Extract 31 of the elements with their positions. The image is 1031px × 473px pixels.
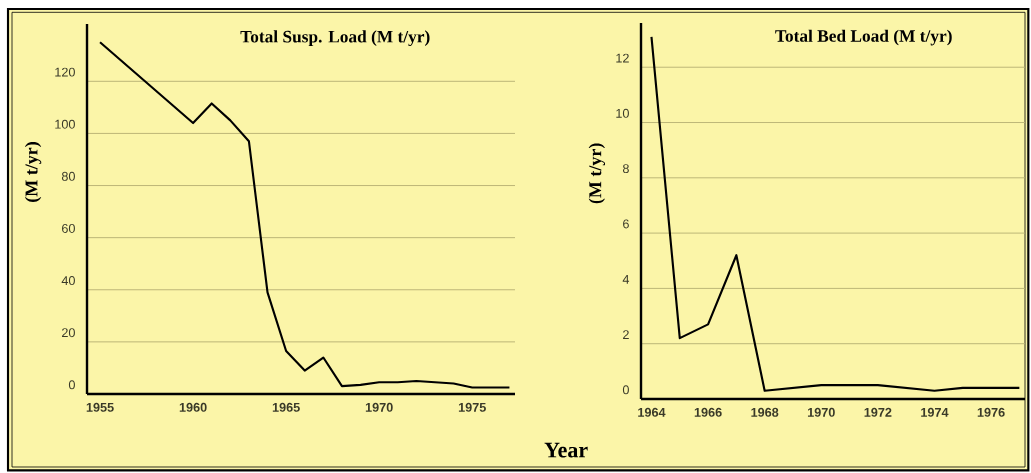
x-tick-label: 1970 — [807, 407, 835, 417]
y-axis-title: (M t/yr) — [24, 142, 42, 202]
x-tick-label: 1965 — [272, 402, 300, 412]
x-tick-label: 1960 — [179, 402, 207, 412]
x-tick-label: 1968 — [751, 407, 779, 417]
y-tick-label: 6 — [623, 219, 629, 229]
y-tick-label: 12 — [616, 53, 629, 63]
x-tick-label: 1955 — [86, 402, 114, 412]
y-tick-label: 10 — [616, 108, 629, 118]
x-tick-label: 1972 — [864, 407, 892, 417]
y-tick-label: 2 — [623, 330, 629, 339]
chart-title: Total Susp. Load (M t/yr) — [240, 30, 430, 47]
y-tick-label: 8 — [622, 164, 629, 174]
x-axis-title: Year — [544, 442, 588, 458]
chart-title: Total Bed Load (M t/yr) — [775, 29, 952, 46]
x-tick-label: 1974 — [921, 407, 949, 417]
y-tick-label: 0 — [68, 380, 75, 390]
y-tick-label: 40 — [61, 276, 75, 286]
x-tick-label: 1970 — [365, 402, 393, 412]
y-tick-label: 120 — [55, 67, 75, 77]
x-tick-label: 1975 — [458, 402, 486, 412]
y-tick-label: 4 — [622, 274, 630, 284]
x-tick-label: 1976 — [977, 407, 1005, 417]
y-tick-label: 0 — [622, 385, 629, 395]
y-axis-title: (M t/yr) — [588, 143, 606, 204]
x-tick-label: 1966 — [694, 407, 722, 417]
x-tick-label: 1964 — [638, 407, 666, 417]
y-tick-label: 60 — [62, 223, 75, 233]
y-tick-label: 80 — [61, 171, 75, 181]
y-tick-label: 20 — [61, 328, 75, 338]
y-tick-label: 100 — [55, 119, 75, 129]
